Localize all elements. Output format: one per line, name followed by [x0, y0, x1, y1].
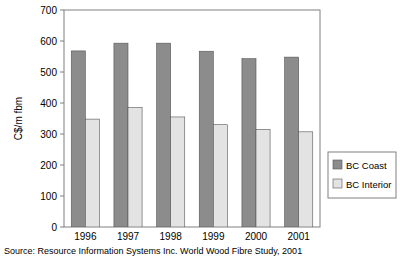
bar: [256, 129, 270, 227]
y-tick: [60, 134, 64, 135]
y-tick: [60, 165, 64, 166]
bar: [242, 59, 256, 227]
x-tick-label: 1996: [74, 231, 97, 242]
y-tick-label: 300: [40, 129, 57, 140]
y-axis-label: C$/m fbm: [13, 97, 24, 140]
y-tick: [60, 10, 64, 11]
bar: [285, 57, 299, 227]
y-tick: [60, 41, 64, 42]
chart-svg: 0 100 200 300 400 500 600 700 C$/m fbm 1996 1997 19…: [0, 0, 400, 259]
y-tick: [60, 227, 64, 228]
x-tick-label: 2001: [288, 231, 311, 242]
bar: [213, 125, 227, 227]
y-tick-label: 700: [40, 5, 57, 16]
bar: [157, 43, 171, 227]
legend-label: BC Coast: [346, 160, 387, 171]
x-tick-label: 1999: [202, 231, 225, 242]
y-tick-label: 500: [40, 67, 57, 78]
y-tick: [60, 72, 64, 73]
x-tick-label: 2000: [245, 231, 268, 242]
y-tick-label: 0: [51, 222, 57, 233]
legend-label: BC Interior: [346, 179, 391, 190]
y-tick: [60, 196, 64, 197]
legend-swatch: [333, 179, 342, 188]
bar: [71, 51, 85, 227]
chart: 0 100 200 300 400 500 600 700 C$/m fbm 1996 1997 19…: [0, 0, 400, 259]
x-tick-label: 1997: [117, 231, 140, 242]
source-note: Source: Resource Information Systems Inc…: [4, 246, 302, 256]
bar: [299, 132, 313, 227]
y-tick-label: 600: [40, 36, 57, 47]
y-tick-label: 200: [40, 160, 57, 171]
plot-frame: [64, 10, 320, 227]
bar: [114, 43, 128, 227]
bar: [171, 117, 185, 227]
legend-swatch: [333, 160, 342, 169]
bar: [128, 108, 142, 227]
x-tick-label: 1998: [160, 231, 183, 242]
y-tick-label: 100: [40, 191, 57, 202]
y-tick: [60, 103, 64, 104]
bar: [85, 119, 99, 227]
y-tick-label: 400: [40, 98, 57, 109]
legend-box: [328, 152, 396, 198]
bar: [199, 51, 213, 227]
bars: [71, 43, 312, 227]
